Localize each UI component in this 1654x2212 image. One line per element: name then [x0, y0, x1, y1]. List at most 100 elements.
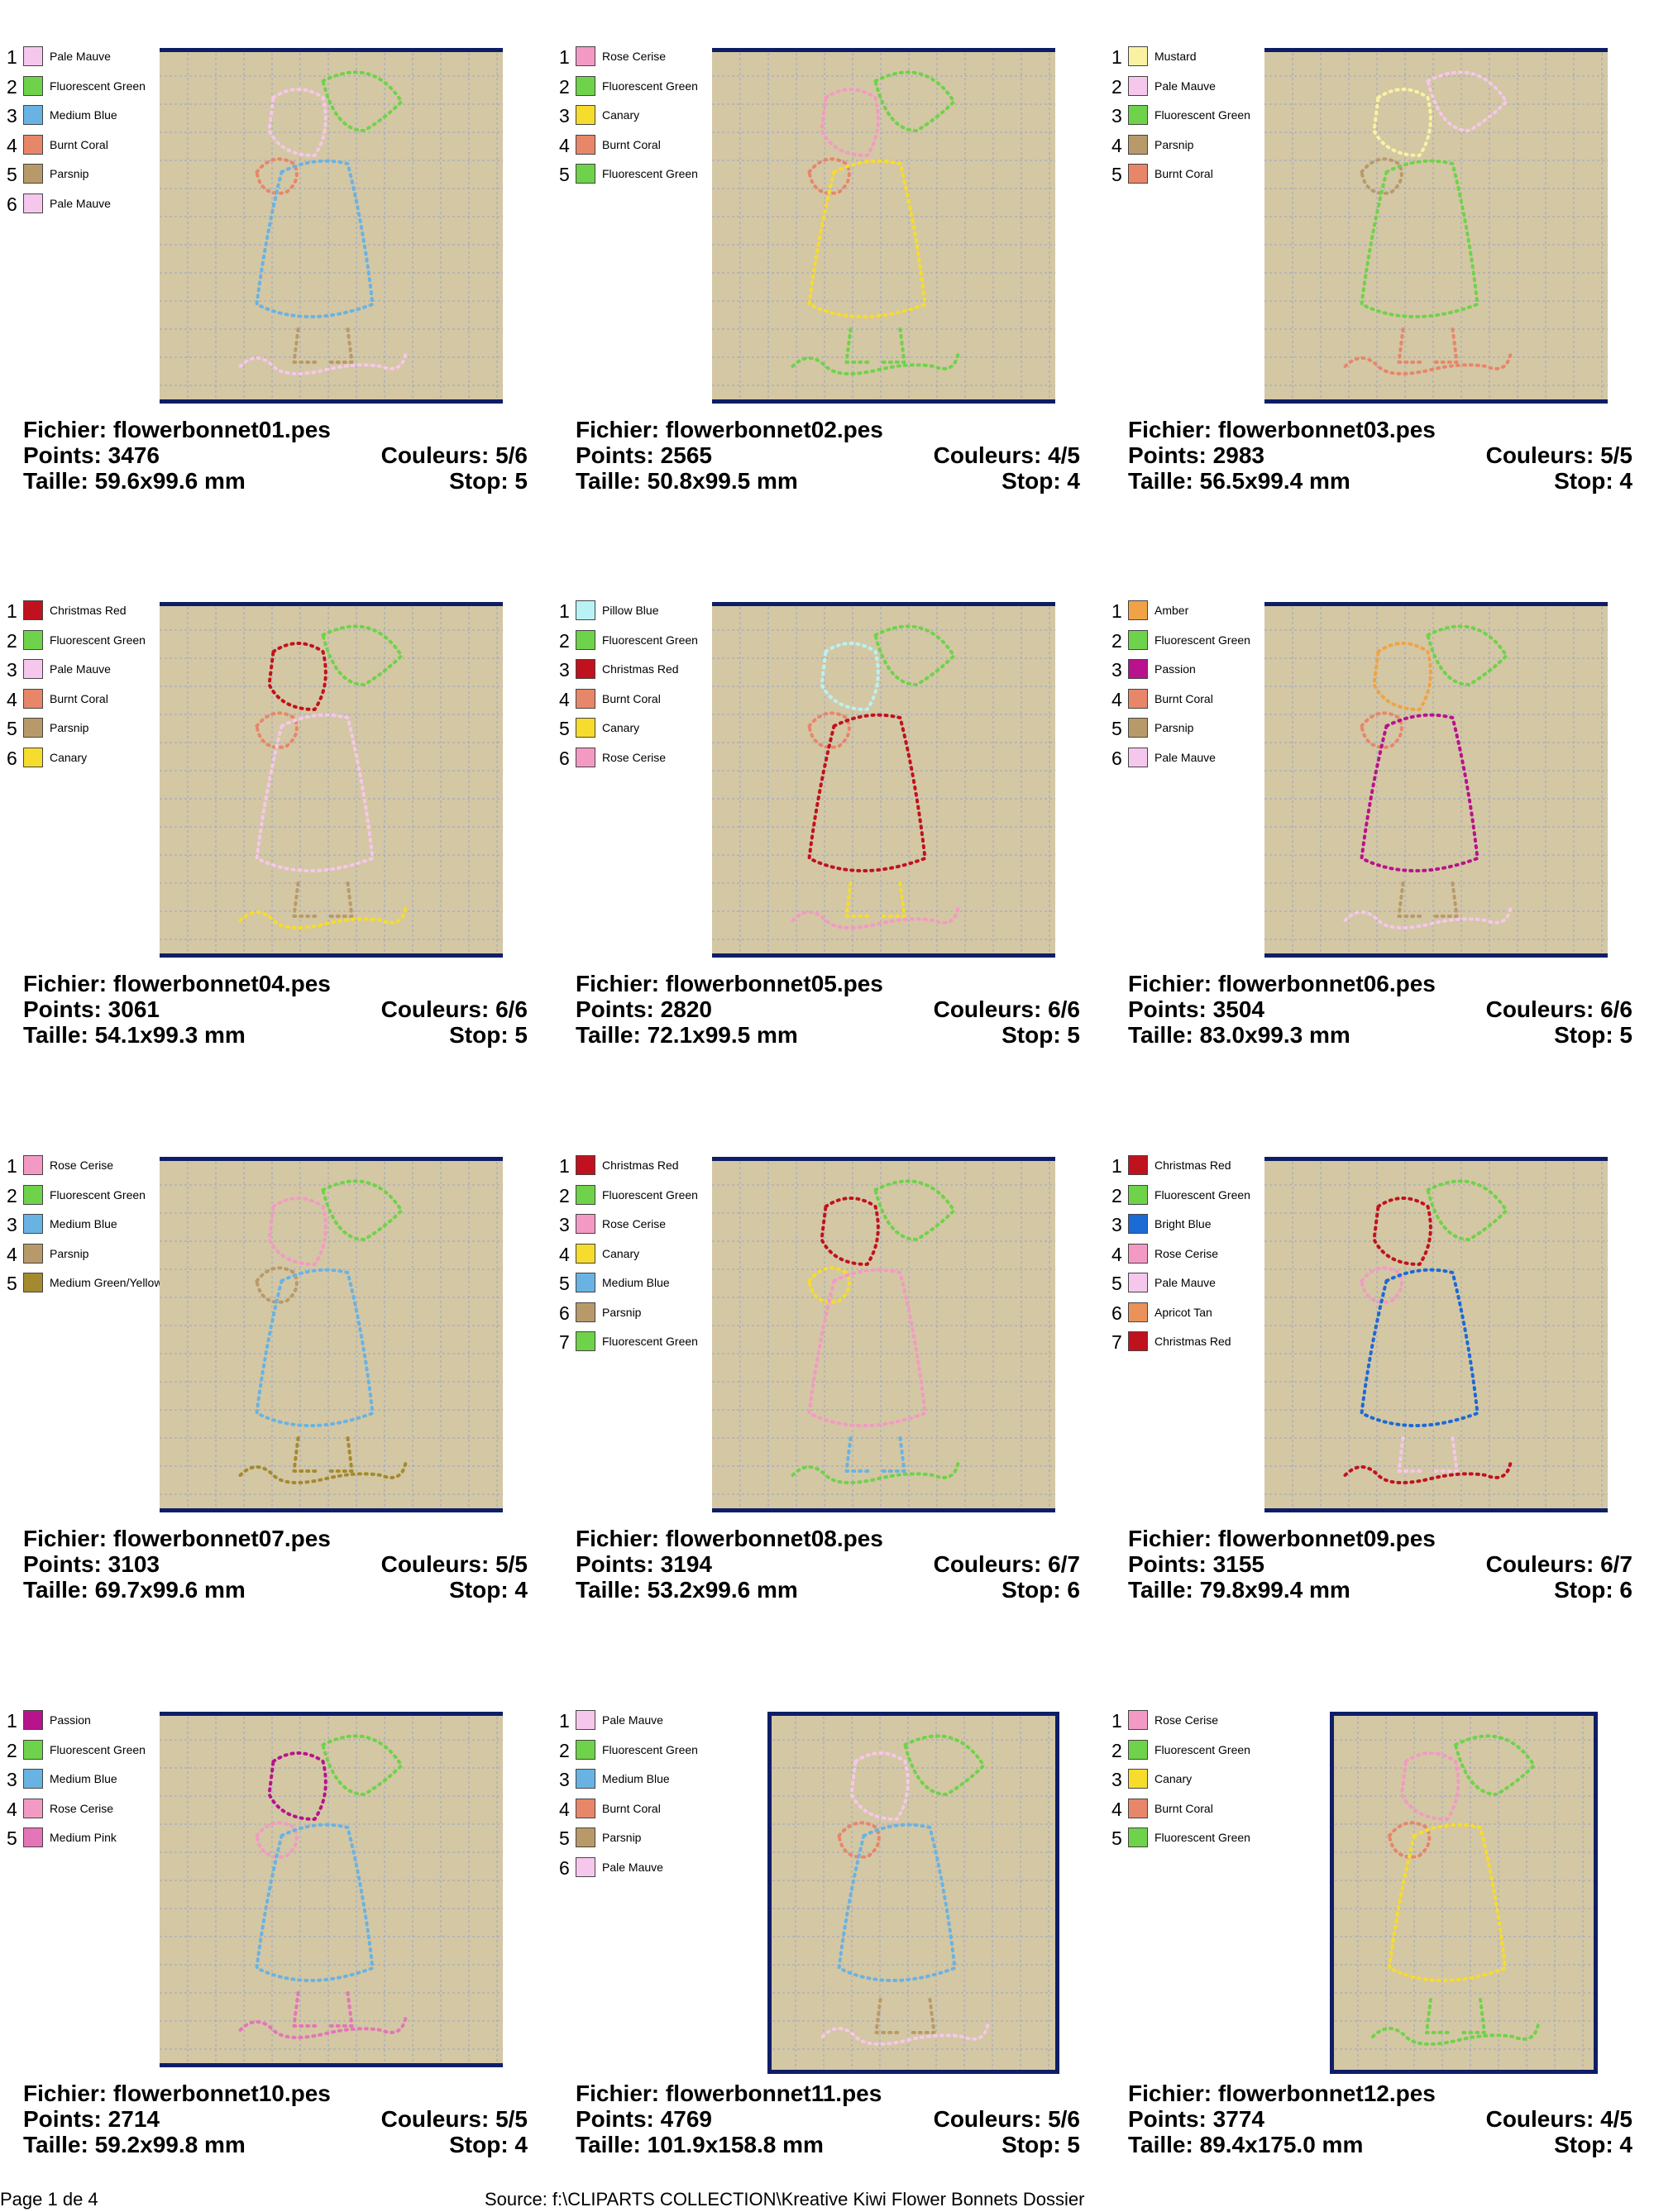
design-info: Fichier: flowerbonnet04.pes Points: 3061 C… — [23, 971, 528, 1053]
thread-color-row: 2 Fluorescent Green — [3, 627, 194, 657]
thread-color-row: 7 Christmas Red — [1108, 1328, 1298, 1358]
colors-line: Couleurs: 5/5 — [381, 2106, 528, 2133]
color-swatch — [1128, 1331, 1148, 1351]
thread-name: Canary — [50, 750, 88, 764]
hoop-grid — [1330, 1712, 1598, 2074]
stop-line: Stop: 6 — [1554, 1577, 1632, 1603]
thread-number: 2 — [7, 629, 17, 652]
points-value: 3476 — [108, 442, 160, 468]
size-value: 83.0x99.3 mm — [1199, 1022, 1350, 1048]
file-name: flowerbonnet05.pes — [665, 971, 883, 996]
points-line: Points: 2983 — [1128, 442, 1264, 469]
thread-name: Fluorescent Green — [1154, 108, 1250, 122]
thread-color-row: 3 Medium Blue — [3, 1211, 194, 1240]
thread-number: 1 — [559, 600, 570, 622]
thread-color-row: 4 Canary — [556, 1240, 746, 1270]
points-line: Points: 3476 — [23, 442, 160, 469]
embroidery-design — [238, 1734, 408, 2039]
thread-name: Burnt Coral — [602, 137, 661, 151]
design-card: 1 Pale Mauve 2 Fluorescent Green 3 Medium Blu… — [0, 30, 550, 494]
embroidery-design — [1371, 1734, 1540, 2046]
size-label: Taille: — [576, 468, 641, 494]
file-name: flowerbonnet01.pes — [112, 417, 331, 442]
thread-color-row: 5 Parsnip — [3, 714, 194, 744]
thread-color-row: 5 Parsnip — [3, 160, 194, 190]
design-info: Fichier: flowerbonnet07.pes Points: 3103 C… — [23, 1526, 528, 1608]
thread-color-row: 4 Burnt Coral — [3, 686, 194, 715]
thread-color-row: 1 Rose Cerise — [1108, 1707, 1298, 1737]
thread-number: 4 — [1111, 688, 1122, 710]
hoop-grid — [767, 1712, 1059, 2074]
stop-value: 5 — [514, 1022, 528, 1048]
thread-number: 5 — [559, 164, 570, 185]
thread-color-row: 4 Burnt Coral — [556, 131, 746, 161]
file-name: flowerbonnet10.pes — [112, 2081, 331, 2106]
colors-value: 5/5 — [1600, 442, 1632, 468]
color-swatch — [23, 75, 43, 96]
thread-number: 1 — [559, 1710, 570, 1732]
stop-line: Stop: 5 — [1554, 1022, 1632, 1049]
thread-number: 3 — [1111, 1769, 1122, 1790]
stop-line: Stop: 6 — [1001, 1577, 1080, 1603]
thread-name: Fluorescent Green — [602, 1187, 698, 1202]
thread-number: 1 — [7, 600, 17, 622]
colors-value: 5/5 — [495, 1551, 528, 1577]
colors-label: Couleurs: — [933, 996, 1042, 1022]
size-line: Taille: 89.4x175.0 mm — [1128, 2132, 1363, 2158]
stop-line: Stop: 5 — [1001, 1022, 1080, 1049]
color-swatch — [576, 1710, 595, 1730]
colors-value: 4/5 — [1048, 442, 1080, 468]
colors-label: Couleurs: — [1485, 442, 1594, 468]
stop-label: Stop: — [1001, 1022, 1061, 1048]
color-swatch — [23, 46, 43, 66]
thread-number: 7 — [559, 1331, 570, 1353]
embroidery-design — [1343, 70, 1513, 375]
colors-value: 5/6 — [1048, 2106, 1080, 2132]
size-value: 53.2x99.6 mm — [647, 1577, 798, 1603]
thread-color-row: 4 Burnt Coral — [1108, 686, 1298, 715]
thread-color-row: 2 Fluorescent Green — [1108, 627, 1298, 657]
design-info: Fichier: flowerbonnet10.pes Points: 2714 C… — [23, 2081, 528, 2163]
color-swatch — [23, 1243, 43, 1264]
embroidery-design — [238, 1179, 408, 1484]
file-line: Fichier: flowerbonnet10.pes — [23, 2081, 331, 2107]
size-value: 56.5x99.4 mm — [1199, 468, 1350, 494]
thread-color-row: 6 Pale Mauve — [556, 1854, 746, 1884]
thread-name: Pale Mauve — [1154, 79, 1216, 93]
points-value: 3061 — [108, 996, 160, 1022]
thread-name: Fluorescent Green — [602, 167, 698, 180]
color-swatch — [576, 105, 595, 125]
color-swatch — [576, 1184, 595, 1205]
thread-color-row: 4 Rose Cerise — [1108, 1240, 1298, 1270]
colors-line: Couleurs: 5/5 — [1486, 442, 1632, 469]
points-value: 2983 — [1212, 442, 1264, 468]
color-swatch — [576, 75, 595, 96]
hoop-preview — [1264, 48, 1608, 404]
colors-label: Couleurs: — [380, 442, 490, 468]
thread-number: 4 — [7, 1798, 17, 1820]
thread-name: Fluorescent Green — [50, 79, 146, 93]
points-value: 3103 — [108, 1551, 160, 1577]
stop-value: 6 — [1619, 1577, 1632, 1603]
color-swatch — [576, 1302, 595, 1322]
color-swatch — [23, 1739, 43, 1760]
color-swatch — [23, 659, 43, 679]
color-swatch — [1128, 134, 1148, 155]
thread-number: 2 — [559, 1184, 570, 1206]
stop-line: Stop: 5 — [449, 468, 528, 494]
thread-color-row: 1 Passion — [3, 1707, 194, 1737]
thread-color-row: 1 Pillow Blue — [556, 597, 746, 627]
thread-name: Fluorescent Green — [602, 1335, 698, 1348]
color-swatch — [576, 1827, 595, 1847]
thread-color-row: 3 Christmas Red — [556, 656, 746, 686]
file-label: Fichier: — [23, 2081, 108, 2106]
thread-name: Christmas Red — [50, 604, 127, 617]
thread-name: Parsnip — [50, 1246, 89, 1260]
hoop-preview — [712, 1157, 1055, 1512]
thread-name: Medium Blue — [50, 1772, 117, 1785]
thread-name: Fluorescent Green — [50, 1187, 146, 1202]
points-line: Points: 3194 — [576, 1551, 712, 1578]
thread-number: 2 — [7, 75, 17, 98]
thread-name: Passion — [1154, 662, 1196, 676]
thread-number: 3 — [7, 105, 17, 127]
